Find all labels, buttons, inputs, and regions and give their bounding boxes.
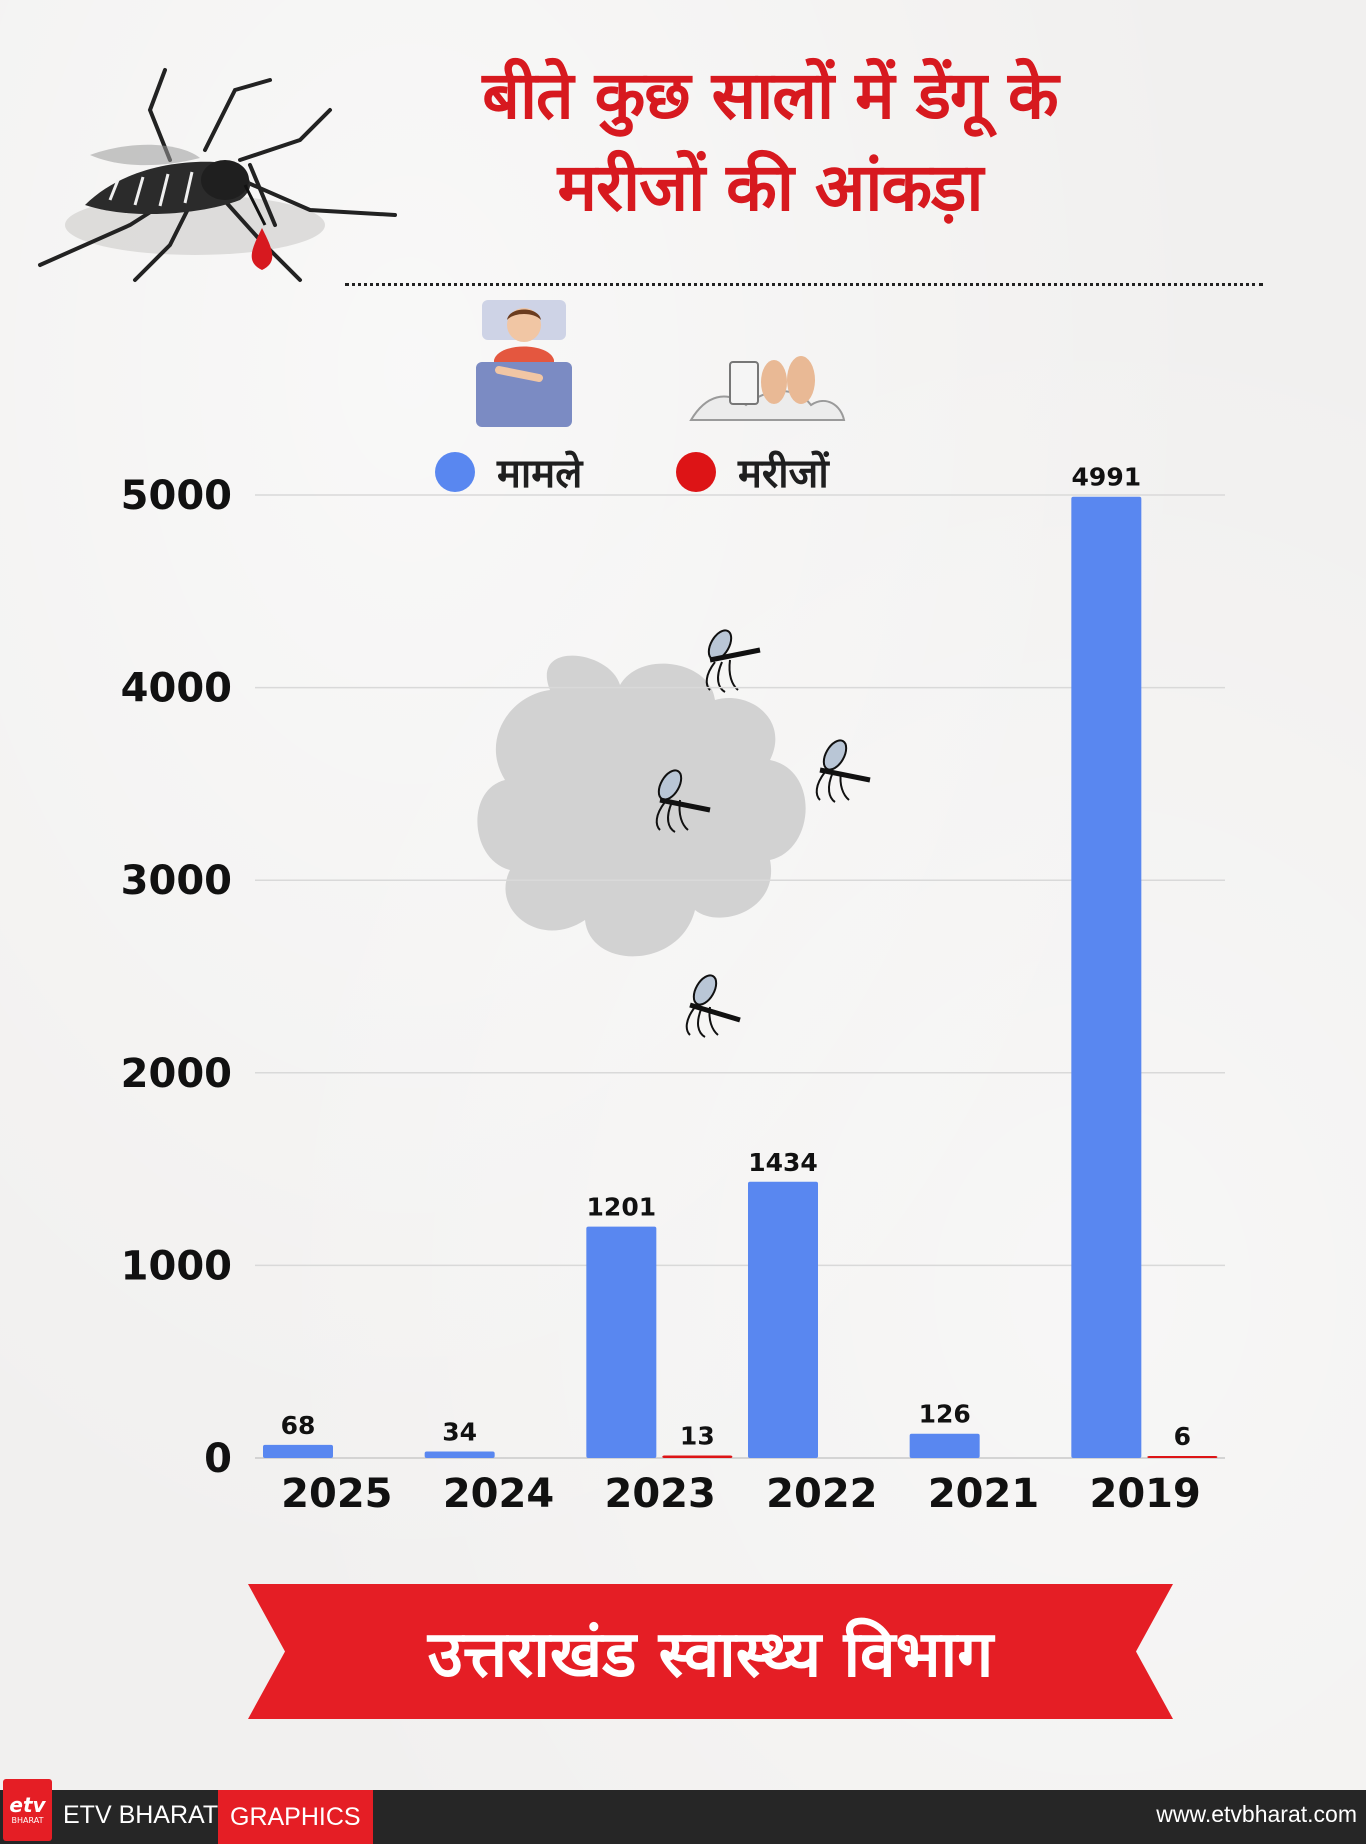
title-line-2: मरीजों की आंकड़ा — [557, 149, 984, 226]
data-label: 126 — [919, 1400, 971, 1429]
y-tick-label: 0 — [204, 1436, 232, 1482]
y-tick-label: 5000 — [121, 473, 232, 519]
x-tick-label: 2025 — [281, 1471, 392, 1517]
data-label: 13 — [680, 1421, 715, 1450]
deceased-icon — [689, 356, 846, 421]
data-label: 1201 — [587, 1193, 657, 1222]
x-tick-label: 2021 — [928, 1471, 1039, 1517]
legend-cases: मामले — [435, 444, 582, 499]
chart-title: बीते कुछ सालों में डेंगू के मरीजों की आं… — [380, 50, 1160, 234]
bar — [662, 1455, 733, 1458]
source-banner: उत्तराखंड स्वास्थ्य विभाग — [248, 1584, 1173, 1719]
legend-patients: मरीजों — [676, 444, 829, 499]
bar-chart: 0 1000 2000 3000 4000 5000 2025 68 2024 34 2023 120… — [121, 463, 1225, 1517]
bar — [909, 1433, 980, 1458]
bar — [424, 1451, 495, 1458]
x-tick-label: 2024 — [443, 1471, 554, 1517]
legend-patients-swatch — [676, 451, 716, 492]
sick-patient-icon — [476, 300, 572, 427]
x-tick-label: 2022 — [766, 1471, 877, 1517]
legend-patients-label: मरीजों — [738, 451, 829, 497]
footer-brand: ETV BHARAT — [63, 1801, 219, 1829]
mosquito-swarm-illustration — [477, 629, 871, 1038]
footer-tag: GRAPHICS — [218, 1790, 373, 1844]
x-tick-label: 2023 — [605, 1471, 716, 1517]
y-tick-label: 1000 — [121, 1243, 232, 1289]
bar — [748, 1181, 818, 1458]
title-divider — [345, 283, 1263, 286]
data-label: 34 — [442, 1417, 477, 1446]
y-tick-label: 4000 — [121, 666, 232, 712]
etv-logo: etv BHARAT — [3, 1779, 52, 1841]
data-label: 6 — [1174, 1422, 1191, 1451]
x-tick-label: 2019 — [1090, 1471, 1201, 1517]
y-tick-label: 2000 — [121, 1051, 232, 1097]
bar — [1071, 496, 1142, 1458]
legend-cases-swatch — [435, 451, 475, 492]
legend-cases-label: मामले — [497, 451, 583, 497]
data-label: 68 — [281, 1411, 316, 1440]
footer-url: www.etvbharat.com — [1156, 1801, 1357, 1827]
bar — [586, 1226, 657, 1458]
data-label: 4991 — [1072, 463, 1142, 492]
y-tick-label: 3000 — [121, 858, 232, 904]
bar — [1147, 1456, 1218, 1458]
mosquito-illustration — [38, 68, 397, 282]
logo-text: etv — [9, 1793, 46, 1817]
title-line-1: बीते कुछ सालों में डेंगू के — [482, 57, 1058, 134]
logo-subtext: BHARAT — [11, 1816, 44, 1825]
data-label: 1434 — [748, 1148, 818, 1177]
source-banner-text: उत्तराखंड स्वास्थ्य विभाग — [427, 1618, 994, 1692]
bar — [263, 1444, 333, 1458]
